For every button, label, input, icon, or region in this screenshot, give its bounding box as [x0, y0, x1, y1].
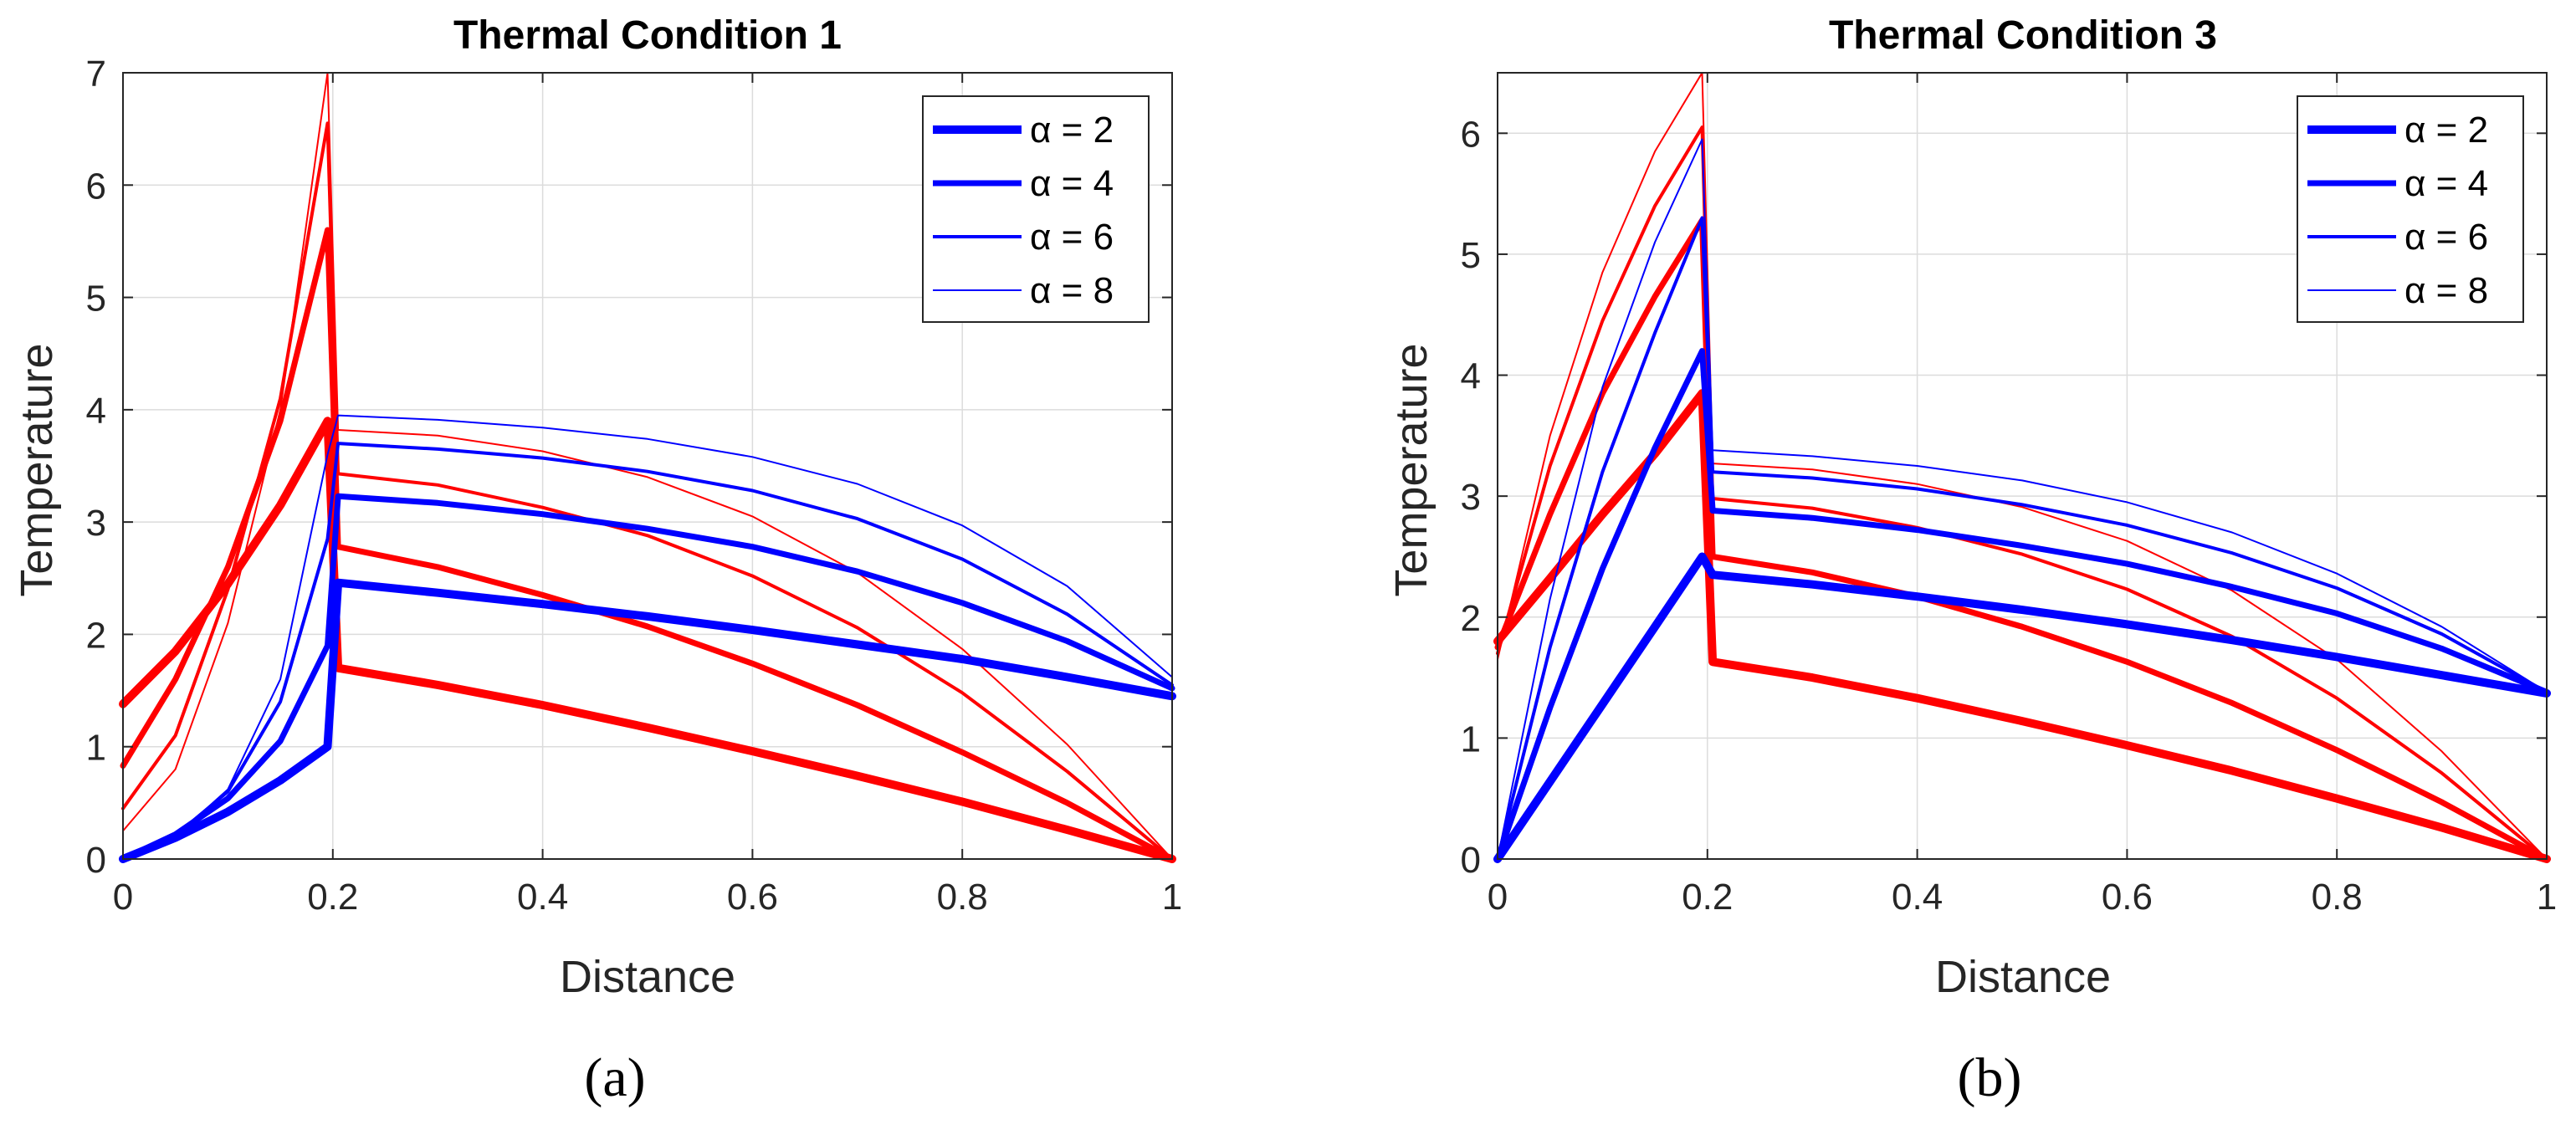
- y-tick-label-b: 1: [1461, 718, 1481, 759]
- legend-label-alpha-8-a: α = 8: [1030, 270, 1114, 311]
- x-tick-label-a: 1: [1162, 877, 1182, 918]
- series-group-b: [1493, 72, 2551, 863]
- axes-box-a: [122, 72, 1173, 860]
- chart-title-a: Thermal Condition 1: [453, 13, 842, 58]
- y-tick-label-a: 3: [86, 503, 106, 544]
- y-tick-label-a: 2: [86, 615, 106, 656]
- x-axis-label-a: Distance: [560, 952, 735, 1002]
- y-axis-label-b: Temperature: [1386, 343, 1437, 596]
- x-tick-label-b: 0.8: [2312, 877, 2363, 918]
- series-line-blue-alpha-8-a: [122, 414, 1173, 860]
- x-tick-label-a: 0.6: [727, 877, 778, 918]
- y-axis-label-a: Temperature: [12, 343, 62, 596]
- chart-title-b: Thermal Condition 3: [1829, 13, 2217, 58]
- x-tick-label-a: 0: [113, 877, 133, 918]
- series-line-red-alpha-8-b: [1497, 72, 2548, 860]
- y-tick-label-b: 2: [1461, 598, 1481, 639]
- y-tick-label-b: 6: [1461, 114, 1481, 155]
- series-line-red-alpha-2-a: [119, 417, 1176, 863]
- x-tick-label-b: 0.6: [2102, 877, 2153, 918]
- y-tick-label-a: 6: [86, 166, 106, 207]
- x-tick-label-b: 0: [1488, 877, 1508, 918]
- y-tick-label-b: 0: [1461, 840, 1481, 881]
- y-tick-label-b: 5: [1461, 235, 1481, 276]
- series-line-blue-alpha-4-a: [120, 493, 1175, 862]
- y-tick-label-a: 1: [86, 728, 106, 769]
- series-line-blue-alpha-2-a: [119, 578, 1176, 863]
- series-line-blue-alpha-6-b: [1496, 216, 2548, 861]
- x-tick-label-a: 0.4: [517, 877, 568, 918]
- panel-label-b: (b): [1958, 1047, 2022, 1108]
- series-line-red-alpha-6-a: [121, 121, 1174, 861]
- legend-b: α = 2 α = 4 α = 6 α = 8: [2297, 95, 2524, 323]
- series-group-a: [119, 72, 1176, 863]
- legend-label-alpha-4-b: α = 4: [2404, 163, 2488, 204]
- axes-box-b: [1497, 72, 2548, 860]
- x-tick-label-a: 0.8: [937, 877, 988, 918]
- series-line-blue-alpha-4-b: [1494, 348, 2550, 862]
- series-line-blue-alpha-6-a: [121, 442, 1174, 861]
- y-tick-label-a: 5: [86, 279, 106, 320]
- panel-label-a: (a): [584, 1047, 645, 1108]
- series-line-red-alpha-4-a: [120, 227, 1175, 862]
- x-axis-label-b: Distance: [1935, 952, 2111, 1002]
- series-line-red-alpha-8-a: [122, 72, 1173, 860]
- legend-label-alpha-6-b: α = 6: [2404, 217, 2488, 258]
- x-tick-label-b: 0.2: [1682, 877, 1733, 918]
- series-line-red-alpha-2-b: [1493, 389, 2551, 863]
- series-line-blue-alpha-2-b: [1493, 552, 2551, 863]
- legend-label-alpha-2-b: α = 2: [2404, 110, 2488, 151]
- legend-label-alpha-8-b: α = 8: [2404, 270, 2488, 311]
- legend-label-alpha-4-a: α = 4: [1030, 163, 1114, 204]
- legend-a: α = 2 α = 4 α = 6 α = 8: [922, 95, 1150, 323]
- y-tick-label-b: 4: [1461, 356, 1481, 397]
- x-tick-label-b: 0.4: [1892, 877, 1943, 918]
- x-tick-label-a: 0.2: [307, 877, 358, 918]
- x-tick-label-b: 1: [2537, 877, 2557, 918]
- legend-label-alpha-2-a: α = 2: [1030, 110, 1114, 151]
- series-line-red-alpha-6-b: [1496, 125, 2548, 861]
- legend-label-alpha-6-a: α = 6: [1030, 217, 1114, 258]
- series-line-blue-alpha-8-b: [1497, 138, 2548, 860]
- y-tick-label-a: 0: [86, 840, 106, 881]
- series-line-red-alpha-4-b: [1494, 217, 2550, 862]
- y-tick-label-a: 4: [86, 391, 106, 432]
- y-tick-label-b: 3: [1461, 477, 1481, 518]
- y-tick-label-a: 7: [86, 54, 106, 95]
